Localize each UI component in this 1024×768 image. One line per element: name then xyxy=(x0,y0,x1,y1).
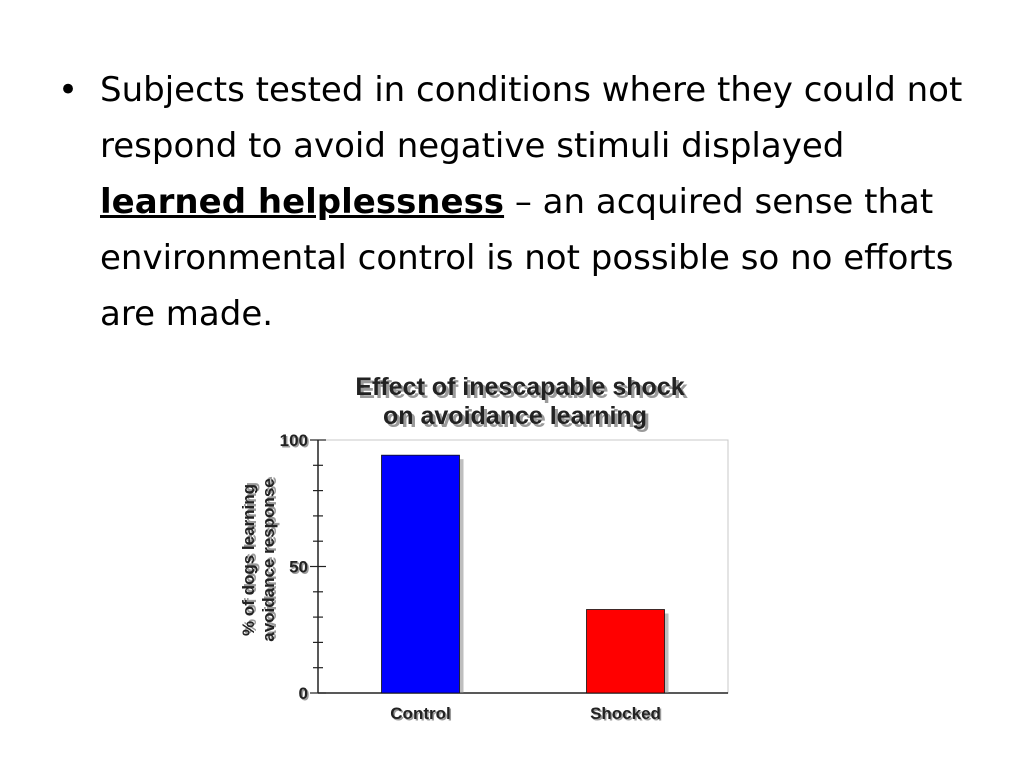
chart-title: Effect of inescapable shock xyxy=(355,373,684,401)
y-tick-label: 50 xyxy=(289,558,308,577)
bar-chart: Effect of inescapable shock Effect of in… xyxy=(230,370,750,730)
category-label: Shocked xyxy=(590,704,661,723)
chart-title-shadow: Effect of inescapable shock xyxy=(358,376,687,404)
bars xyxy=(381,454,669,694)
y-axis-label-line2-shadow: avoidance response xyxy=(261,476,280,639)
bullet-item: • Subjects tested in conditions where th… xyxy=(58,62,978,342)
category-label-shadow: Shocked xyxy=(592,706,663,725)
category-label-shadow: Control xyxy=(392,706,452,725)
bar-control xyxy=(381,454,460,694)
y-tick-label-shadow: 50 xyxy=(291,559,310,578)
y-tick-label-shadow: 0 xyxy=(300,686,309,705)
y-axis-label-line2: avoidance response xyxy=(259,478,278,641)
chart-subtitle-shadow: on avoidance learning xyxy=(386,405,650,433)
y-tick-label: 0 xyxy=(299,684,308,703)
y-axis-label: % of dogs learning % of dogs learning av… xyxy=(239,476,280,641)
bullet-text-intro: Subjects tested in conditions where they… xyxy=(100,70,963,166)
bullet-point: • xyxy=(58,70,79,110)
bullet-text-definition: – an acquired sense that environmental c… xyxy=(100,182,954,334)
bullet-text: Subjects tested in conditions where they… xyxy=(100,62,978,342)
category-label: Control xyxy=(390,704,450,723)
bar-shocked xyxy=(586,609,665,694)
y-axis-ticks xyxy=(310,439,326,694)
y-tick-label-shadow: 100 xyxy=(281,433,309,452)
y-axis-label-line1: % of dogs learning xyxy=(239,484,258,636)
y-axis-label-line1-shadow: % of dogs learning xyxy=(241,482,260,634)
y-tick-label: 100 xyxy=(280,431,308,450)
chart-subtitle: on avoidance learning xyxy=(383,402,647,430)
key-term: learned helplessness xyxy=(100,182,505,222)
chart-canvas: Effect of inescapable shock Effect of in… xyxy=(239,373,729,725)
